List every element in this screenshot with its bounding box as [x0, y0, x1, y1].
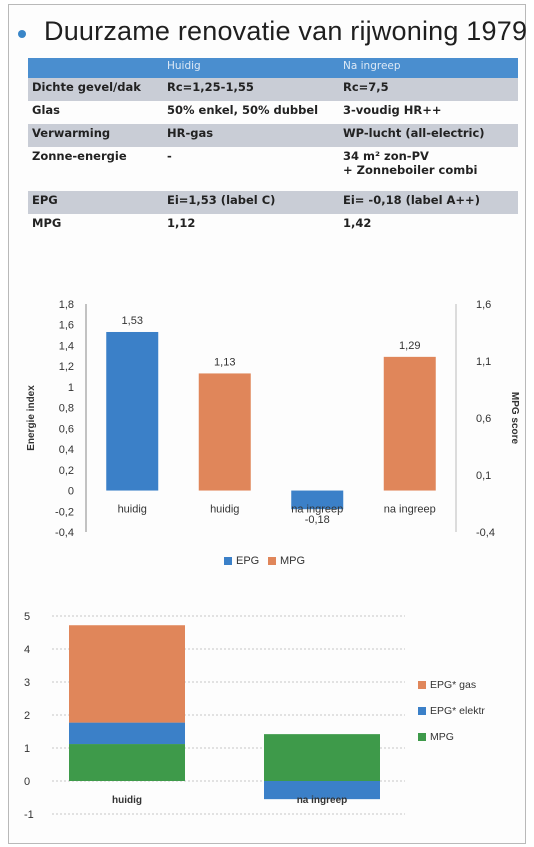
- title-row: Duurzame renovatie van rijwoning 1979: [18, 14, 527, 54]
- y-tick-label: 1: [24, 743, 30, 755]
- y2-tick-label: 0,6: [476, 413, 491, 425]
- table-cell-label: Zonne-energie: [32, 149, 127, 163]
- legend-label: MPG: [430, 731, 454, 743]
- bar-chart-epg-mpg: 1,8 1,6 1,4 1,2 1 0,8 0,6 0,4 0,2 0 -0,2 -0,4 1,6 1,1…: [26, 299, 520, 567]
- table-header-cell: Na ingreep: [339, 58, 518, 78]
- y2-tick-label: 1,6: [476, 299, 491, 311]
- bar-mpg: [383, 356, 436, 491]
- y2-axis-label: MPG score: [509, 392, 520, 445]
- legend-label: EPG* elektr: [430, 705, 485, 717]
- x-category-label: huidig: [210, 504, 239, 516]
- y-tick-label: 0,8: [59, 403, 74, 415]
- table-cell-na: 1,42: [343, 216, 372, 230]
- table-cell-label: EPG: [28, 191, 163, 214]
- table-row: EPG Ei=1,53 (label C) Ei= -0,18 (label A++…: [28, 191, 518, 214]
- stacked-segment: [264, 781, 380, 800]
- data-label: 1,13: [214, 356, 235, 368]
- table-cell-huidig: Ei=1,53 (label C): [163, 191, 339, 214]
- table-cell-na: 3-voudig HR++: [343, 103, 442, 117]
- table-row: Verwarming HR-gas WP-lucht (all-electric): [28, 124, 518, 147]
- table-row: Zonne-energie - 34 m² zon-PV + Zonneboiler…: [28, 147, 518, 191]
- table-cell-huidig: 1,12: [167, 216, 196, 230]
- data-label: 1,53: [122, 315, 143, 327]
- table-cell-huidig: HR-gas: [163, 124, 339, 147]
- y-tick-label: 0,6: [59, 423, 74, 435]
- stacked-segment: [69, 625, 185, 723]
- bullet-icon: [18, 30, 26, 38]
- y-tick-label: 0,2: [59, 465, 74, 477]
- table-cell-na: 34 m² zon-PV + Zonneboiler combi: [343, 149, 478, 177]
- stacked-segment: [69, 744, 185, 781]
- y-tick-label: -0,4: [55, 527, 74, 539]
- y-tick-label: 1,4: [59, 340, 74, 352]
- y-tick-label: -1: [24, 809, 34, 821]
- table-cell-label: Glas: [32, 103, 60, 117]
- y-tick-label: 0: [24, 776, 30, 788]
- bar-epg: [291, 490, 344, 510]
- y-tick-label: 1,6: [59, 320, 74, 332]
- bar-mpg: [198, 373, 251, 491]
- x-category-label: huidig: [112, 795, 142, 806]
- legend-swatch-epg: [224, 557, 232, 565]
- y2-tick-label: -0,4: [476, 527, 495, 539]
- table-cell-na: WP-lucht (all-electric): [339, 124, 518, 147]
- table-row: Glas 50% enkel, 50% dubbel 3-voudig HR++: [28, 101, 518, 124]
- table-header-cell: Huidig: [163, 58, 339, 78]
- table-row: MPG 1,12 1,42: [28, 214, 518, 237]
- y-tick-label: 1: [68, 382, 74, 394]
- data-label: -0,18: [305, 514, 330, 526]
- legend-label: EPG: [236, 555, 259, 567]
- y-tick-label: 0: [68, 486, 74, 498]
- legend-swatch: [418, 707, 426, 715]
- table-cell-huidig: -: [167, 149, 172, 163]
- bar-epg: [106, 331, 159, 491]
- table-cell-label: MPG: [32, 216, 62, 230]
- y-tick-label: 4: [24, 644, 30, 656]
- y-tick-label: 0,4: [59, 444, 74, 456]
- y-axis-label: Energie index: [26, 385, 37, 451]
- legend-swatch: [418, 681, 426, 689]
- y-tick-label: 3: [24, 677, 30, 689]
- table-cell-label: Dichte gevel/dak: [28, 78, 163, 101]
- y2-tick-label: 0,1: [476, 470, 491, 482]
- table-cell-huidig: 50% enkel, 50% dubbel: [167, 103, 319, 117]
- table-cell-label: Verwarming: [28, 124, 163, 147]
- y-tick-label: 1,2: [59, 361, 74, 373]
- x-category-label: na ingreep: [297, 795, 348, 806]
- table-header-row: Huidig Na ingreep: [28, 58, 518, 78]
- legend-label: MPG: [280, 555, 305, 567]
- y-tick-label: 5: [24, 611, 30, 623]
- legend-swatch-mpg: [268, 557, 276, 565]
- legend-swatch: [418, 733, 426, 741]
- x-category-label: na ingreep: [384, 504, 436, 516]
- stacked-segment: [264, 734, 380, 781]
- table-cell-na: Ei= -0,18 (label A++): [339, 191, 518, 214]
- table-cell-huidig: Rc=1,25-1,55: [163, 78, 339, 101]
- table-row: Dichte gevel/dak Rc=1,25-1,55 Rc=7,5: [28, 78, 518, 101]
- y-tick-label: 1,8: [59, 299, 74, 311]
- table-header-cell: [28, 58, 163, 78]
- stacked-bar-chart: 5 4 3 2 1 0 -1 huidig na ingreep EPG* gas EPG* ele…: [24, 611, 485, 821]
- y2-tick-label: 1,1: [476, 356, 491, 368]
- y-tick-label: 2: [24, 710, 30, 722]
- data-label: 1,29: [399, 340, 420, 352]
- comparison-table: Huidig Na ingreep Dichte gevel/dak Rc=1,2…: [28, 58, 518, 237]
- page-title: Duurzame renovatie van rijwoning 1979: [44, 16, 528, 46]
- x-category-label: huidig: [118, 504, 147, 516]
- legend-label: EPG* gas: [430, 679, 476, 691]
- y-tick-label: -0,2: [55, 506, 74, 518]
- x-category-label: na ingreep: [291, 504, 343, 516]
- stacked-segment: [69, 722, 185, 745]
- table-cell-na: Rc=7,5: [339, 78, 518, 101]
